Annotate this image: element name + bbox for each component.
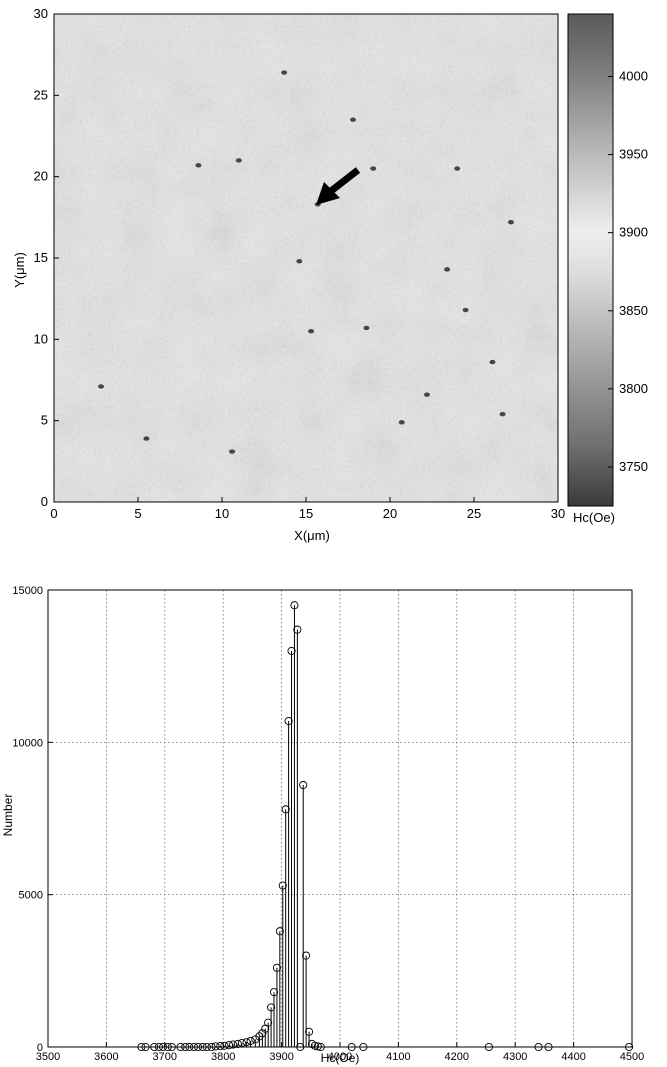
map-y-tick-label: 10 (34, 331, 48, 346)
stem-marker (278, 881, 287, 890)
stem-marker (275, 927, 284, 936)
stem-marker (211, 1042, 220, 1051)
histogram-x-tick-labels: 3500 3600 3700 3800 3900 4000 4100 4200 4300 4400… (36, 1042, 644, 1063)
map-x-tick-label: 15 (299, 506, 313, 521)
defect-spot (143, 436, 150, 441)
map-y-tick-labels: 0 5 10 15 20 25 30 (34, 6, 59, 509)
stem-marker (267, 1003, 276, 1012)
colorbar-label: Hc(Oe) (573, 510, 615, 525)
histogram-panel: 3500 3600 3700 3800 3900 4000 4100 4200 4300 4400… (1, 585, 644, 1065)
colorbar-tick-label: 4000 (619, 68, 648, 83)
map-x-tick-label: 25 (467, 506, 481, 521)
map-x-tick-label: 30 (551, 506, 565, 521)
histogram-y-axis-label: Number (1, 794, 15, 837)
histogram-x-tick-label: 3800 (211, 1051, 235, 1063)
histogram-y-tick-label: 5000 (19, 890, 43, 902)
defect-spot (308, 329, 315, 334)
defect-spot (454, 166, 461, 171)
stem-marker (284, 716, 293, 726)
histogram-stems (137, 601, 634, 1052)
histogram-x-tick-label: 3600 (94, 1051, 118, 1063)
histogram-x-axis-label: Hc(Oe) (321, 1051, 360, 1065)
defect-spot (296, 259, 303, 264)
histogram-y-tick-labels: 0 5000 10000 15000 (12, 585, 53, 1054)
stem-marker (299, 780, 308, 790)
stem-marker (281, 805, 290, 814)
defect-spot (235, 158, 242, 163)
map-x-tick-label: 10 (215, 506, 229, 521)
histogram-x-tick-label: 4300 (503, 1051, 527, 1063)
defect-spot (499, 411, 506, 417)
stem-marker (264, 1018, 273, 1027)
histogram-x-tick-label: 3500 (36, 1051, 60, 1063)
defect-spot (423, 392, 430, 397)
stem-marker (220, 1041, 229, 1050)
histogram-x-tick-label: 4400 (561, 1051, 585, 1063)
coercivity-map-texture (54, 14, 558, 502)
stem-marker (290, 601, 299, 610)
map-x-tick-labels: 0 5 10 15 20 25 30 (50, 497, 565, 521)
defect-spot (489, 359, 496, 365)
stem-marker (310, 1041, 319, 1050)
stem-marker (272, 963, 281, 972)
histogram-y-tick-label: 10000 (12, 737, 43, 749)
colorbar-tick-labels: 3750 3800 3850 3900 3950 4000 (608, 68, 648, 474)
map-y-tick-label: 20 (34, 169, 48, 184)
stem-marker (269, 988, 279, 997)
map-y-tick-label: 15 (34, 250, 48, 265)
defect-spot (350, 117, 357, 122)
defect-spot (370, 166, 377, 171)
histogram-x-tick-label: 4500 (620, 1051, 644, 1063)
stem-marker (293, 625, 302, 634)
stem-marker (258, 1029, 267, 1038)
histogram-y-tick-label: 15000 (12, 585, 43, 597)
stem-marker (302, 951, 311, 960)
map-y-tick-label: 5 (41, 413, 48, 428)
defect-spot (363, 325, 370, 331)
map-y-tick-label: 0 (41, 494, 48, 509)
defect-spot (98, 384, 105, 389)
defect-spot (229, 449, 236, 454)
colorbar-tick-label: 3850 (619, 303, 648, 318)
map-x-tick-label: 5 (134, 506, 141, 521)
stem-marker (255, 1032, 264, 1041)
stem-marker (287, 646, 296, 655)
defect-arrow-annotation (316, 167, 361, 205)
map-x-tick-label: 0 (50, 506, 57, 521)
histogram-x-tick-label: 3700 (153, 1051, 177, 1063)
colorbar-tick-label: 3950 (619, 147, 648, 162)
histogram-x-tick-label: 4000 (328, 1051, 352, 1063)
colorbar-tick-label: 3800 (619, 381, 648, 396)
dark-defect-spots (98, 70, 514, 454)
map-y-axis-label: Y(μm) (12, 252, 27, 288)
histogram-y-tick-label: 0 (37, 1042, 43, 1054)
stem-marker (304, 1027, 314, 1036)
colorbar: 3750 3800 3850 3900 3950 4000 Hc(Oe) (567, 13, 648, 525)
map-x-tick-label: 20 (383, 506, 397, 521)
defect-spot (444, 267, 451, 272)
colorbar-tick-label: 3750 (619, 459, 648, 474)
colorbar-gradient (567, 13, 614, 507)
defect-spot (398, 420, 405, 425)
stem-marker (246, 1036, 255, 1045)
map-y-tick-label: 25 (34, 87, 48, 102)
defect-spot (281, 70, 288, 75)
histogram-x-tick-label: 4200 (445, 1051, 469, 1063)
histogram-x-tick-label: 4100 (386, 1051, 410, 1063)
colorbar-tick-label: 3900 (619, 225, 648, 240)
stem-marker (229, 1040, 238, 1049)
map-x-axis-label: X(μm) (294, 528, 330, 543)
histogram-grid (48, 590, 632, 1047)
coercivity-map-panel: 0 5 10 15 20 25 30 0 5 10 15 20 25 30 X(μm) Y(μm) (12, 6, 565, 543)
histogram-x-tick-label: 3900 (269, 1051, 293, 1063)
map-y-tick-label: 30 (34, 6, 48, 21)
defect-spot (507, 220, 514, 225)
defect-spot (462, 307, 469, 313)
defect-spot (195, 163, 202, 168)
stem-marker (313, 1042, 322, 1051)
